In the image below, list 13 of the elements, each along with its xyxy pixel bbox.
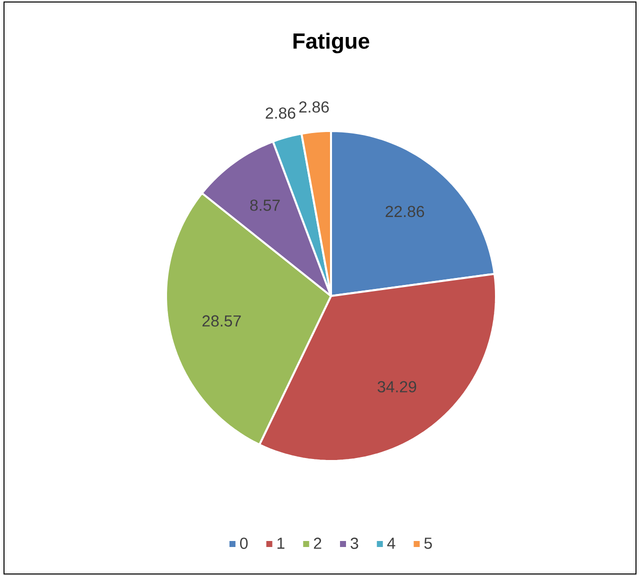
legend-label: 2: [314, 538, 322, 549]
legend-label: 0: [240, 538, 248, 549]
data-label: 2.86: [266, 107, 296, 119]
chart-title: Fatigue: [294, 32, 370, 54]
legend-label: 4: [387, 538, 396, 549]
legend-label: 5: [424, 538, 432, 549]
data-label: 8.57: [250, 200, 280, 211]
legend-label: 3: [350, 538, 358, 549]
data-label: 28.57: [202, 315, 241, 327]
data-label: 2.86: [299, 101, 329, 113]
data-label: 22.86: [386, 206, 424, 218]
legend-label: 1: [278, 538, 284, 549]
data-label: 34.29: [378, 381, 416, 392]
